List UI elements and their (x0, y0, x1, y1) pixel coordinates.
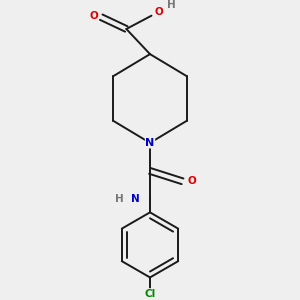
Text: H: H (115, 194, 123, 204)
Text: O: O (154, 7, 163, 17)
Text: O: O (89, 11, 98, 21)
Text: N: N (131, 194, 140, 204)
Text: N: N (146, 138, 154, 148)
Text: O: O (187, 176, 196, 186)
Text: H: H (167, 0, 176, 10)
Text: Cl: Cl (144, 289, 156, 299)
